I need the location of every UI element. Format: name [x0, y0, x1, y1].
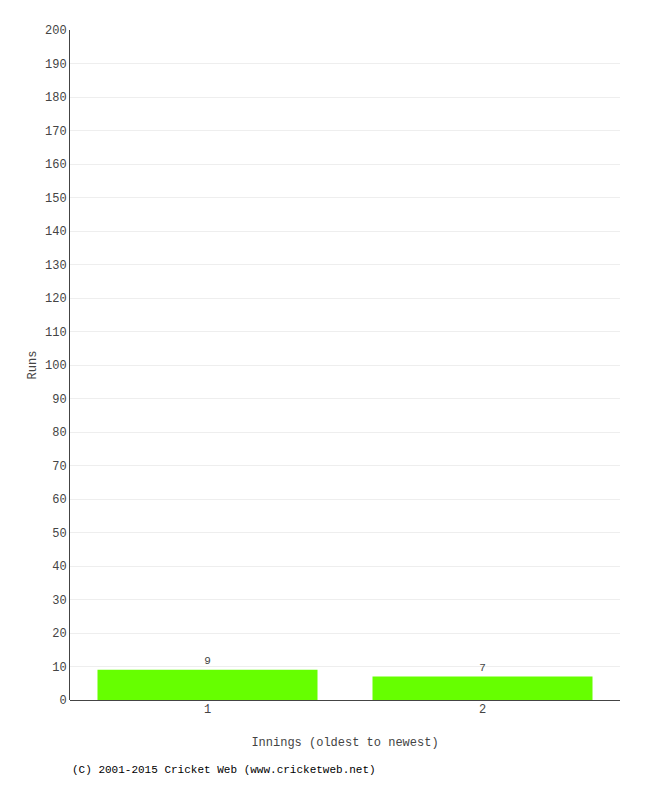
svg-text:0: 0 — [59, 694, 66, 708]
svg-text:90: 90 — [52, 393, 66, 407]
svg-text:10: 10 — [52, 661, 66, 675]
svg-text:2: 2 — [479, 703, 486, 717]
svg-text:80: 80 — [52, 426, 66, 440]
svg-text:7: 7 — [479, 662, 486, 674]
svg-text:1: 1 — [204, 703, 211, 717]
svg-text:(C) 2001-2015 Cricket Web (www: (C) 2001-2015 Cricket Web (www.cricketwe… — [72, 764, 376, 776]
svg-text:120: 120 — [45, 292, 67, 306]
svg-text:9: 9 — [204, 655, 211, 667]
svg-text:50: 50 — [52, 527, 66, 541]
svg-text:40: 40 — [52, 560, 66, 574]
svg-text:180: 180 — [45, 91, 67, 105]
svg-text:70: 70 — [52, 460, 66, 474]
svg-text:170: 170 — [45, 125, 67, 139]
svg-text:160: 160 — [45, 158, 67, 172]
svg-text:60: 60 — [52, 493, 66, 507]
svg-text:140: 140 — [45, 225, 67, 239]
svg-text:150: 150 — [45, 192, 67, 206]
svg-text:110: 110 — [45, 326, 67, 340]
svg-text:Runs: Runs — [26, 351, 40, 380]
svg-text:20: 20 — [52, 627, 66, 641]
svg-text:190: 190 — [45, 58, 67, 72]
svg-text:200: 200 — [45, 24, 67, 38]
svg-text:130: 130 — [45, 259, 67, 273]
svg-text:100: 100 — [45, 359, 67, 373]
svg-text:Innings (oldest to newest): Innings (oldest to newest) — [251, 736, 438, 750]
svg-text:30: 30 — [52, 594, 66, 608]
